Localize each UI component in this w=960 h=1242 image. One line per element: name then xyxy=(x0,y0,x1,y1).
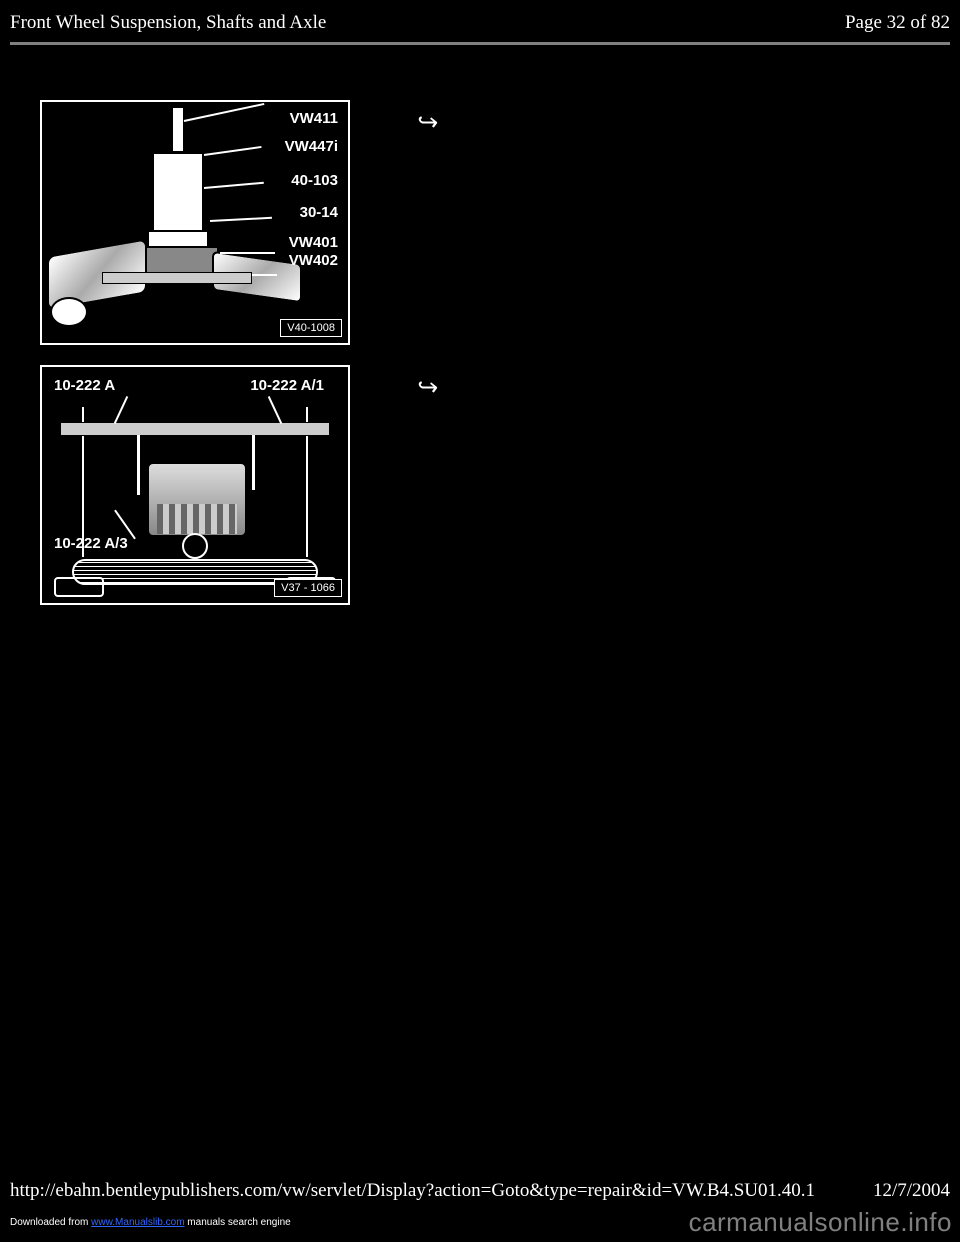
figure-1-id: V40-1008 xyxy=(280,319,342,337)
download-prefix: Downloaded from xyxy=(10,1217,91,1228)
download-attribution: Downloaded from www.Manualslib.com manua… xyxy=(10,1217,291,1228)
fig2-label-3: 10-222 A/3 xyxy=(54,535,128,552)
header-rule xyxy=(10,42,950,45)
header-page-info: Page 32 of 82 xyxy=(845,12,950,34)
figure-1: VW411 VW447i 40-103 30-14 VW401 VW402 V4… xyxy=(40,100,350,345)
arrow-icon: ↩ xyxy=(420,373,440,402)
fig1-label-4: 30-14 xyxy=(300,204,338,221)
page-header: Front Wheel Suspension, Shafts and Axle … xyxy=(10,12,950,34)
page-footer: http://ebahn.bentleypublishers.com/vw/se… xyxy=(10,1180,950,1202)
leader-line xyxy=(204,146,262,156)
leader-line xyxy=(210,217,272,222)
fig1-label-1: VW411 xyxy=(290,110,338,127)
tool-shaft xyxy=(172,107,184,152)
leader-line xyxy=(114,396,128,424)
engine-block xyxy=(147,462,247,537)
tool-base xyxy=(137,246,219,274)
header-title: Front Wheel Suspension, Shafts and Axle xyxy=(10,12,326,34)
figure-row-1: VW411 VW447i 40-103 30-14 VW401 VW402 V4… xyxy=(40,100,920,345)
download-link[interactable]: www.Manualslib.com xyxy=(91,1217,184,1228)
figure-2: 10-222 A 10-222 A/1 10-222 A/3 V37 - 106… xyxy=(40,365,350,605)
headlight-left xyxy=(54,577,104,597)
leader-line xyxy=(252,274,277,276)
leader-line xyxy=(220,252,275,254)
footer-url: http://ebahn.bentleypublishers.com/vw/se… xyxy=(10,1180,815,1202)
fig1-label-6: VW402 xyxy=(289,252,338,269)
leader-line xyxy=(184,103,265,122)
fig1-label-5: VW401 xyxy=(289,234,338,251)
support-hook-right xyxy=(252,435,255,490)
figure-row-2: 10-222 A 10-222 A/1 10-222 A/3 V37 - 106… xyxy=(40,365,920,605)
bushing xyxy=(50,297,88,327)
fig1-label-3: 40-103 xyxy=(291,172,338,189)
fig1-label-2: VW447i xyxy=(285,138,338,155)
leader-line xyxy=(268,396,282,424)
footer-date: 12/7/2004 xyxy=(873,1180,950,1202)
tool-body xyxy=(152,152,204,232)
engine-support-bar xyxy=(60,422,330,436)
leader-line xyxy=(204,182,264,189)
press-plate xyxy=(102,272,252,284)
support-hook-left xyxy=(137,435,140,495)
download-suffix: manuals search engine xyxy=(185,1217,291,1228)
arrow-icon: ↩ xyxy=(420,108,440,137)
figure-2-id: V37 - 1066 xyxy=(274,579,342,597)
content-area: VW411 VW447i 40-103 30-14 VW401 VW402 V4… xyxy=(40,100,920,625)
watermark: carmanualsonline.info xyxy=(689,1207,952,1238)
fig2-label-1: 10-222 A xyxy=(54,377,115,394)
fig2-label-2: 10-222 A/1 xyxy=(250,377,324,394)
vw-badge-icon xyxy=(182,533,208,559)
